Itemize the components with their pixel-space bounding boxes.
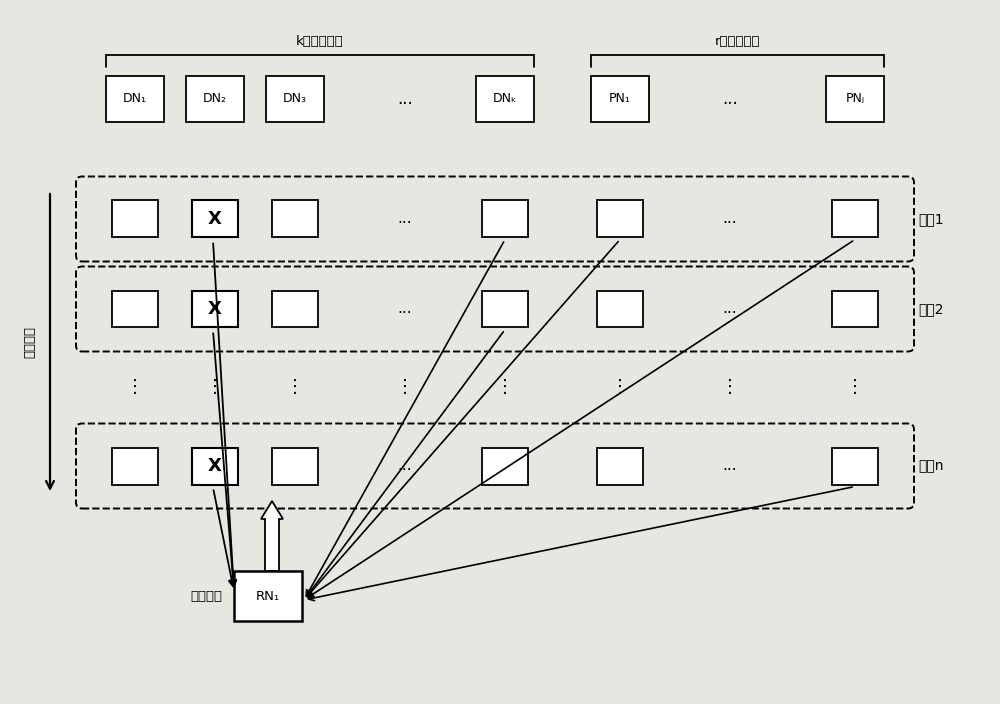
Text: PN₁: PN₁	[609, 92, 631, 106]
Text: r个冒余节点: r个冒余节点	[715, 35, 760, 48]
Text: ...: ...	[398, 458, 412, 474]
Bar	[192, 291, 238, 327]
Text: 条兴2: 条兴2	[918, 302, 944, 316]
Text: DN₁: DN₁	[123, 92, 147, 106]
Bar	[597, 291, 643, 327]
Text: PNⱼ: PNⱼ	[845, 92, 865, 106]
Bar	[272, 201, 318, 237]
Bar	[832, 201, 878, 237]
Text: ...: ...	[397, 90, 413, 108]
Text: ⋮: ⋮	[496, 379, 514, 396]
Text: ⋮: ⋮	[286, 379, 304, 396]
Bar	[266, 76, 324, 122]
Bar	[482, 448, 528, 484]
Text: ⋮: ⋮	[126, 379, 144, 396]
Text: ⋮: ⋮	[206, 379, 224, 396]
Bar	[272, 291, 318, 327]
Text: k个数据节点: k个数据节点	[296, 35, 344, 48]
Text: ⋮: ⋮	[396, 379, 414, 396]
Bar	[192, 201, 238, 237]
Text: 条兴1: 条兴1	[918, 212, 944, 226]
Text: X: X	[208, 210, 222, 228]
Bar	[597, 448, 643, 484]
Bar	[112, 201, 158, 237]
Text: DN₃: DN₃	[283, 92, 307, 106]
Bar	[482, 201, 528, 237]
Bar	[832, 291, 878, 327]
Bar	[272, 448, 318, 484]
Text: ...: ...	[398, 301, 412, 317]
Text: ...: ...	[398, 211, 412, 227]
Text: RN₁: RN₁	[256, 589, 280, 603]
Bar	[482, 291, 528, 327]
Text: ⋮: ⋮	[846, 379, 864, 396]
Bar	[112, 448, 158, 484]
Text: 替换节点: 替换节点	[190, 589, 222, 603]
Text: 条带n: 条带n	[918, 459, 944, 473]
Bar	[234, 571, 302, 621]
Bar	[832, 448, 878, 484]
Text: 磁盘空间: 磁盘空间	[24, 327, 36, 358]
Bar	[106, 76, 164, 122]
FancyArrow shape	[261, 501, 283, 571]
Bar	[186, 76, 244, 122]
Text: ⋮: ⋮	[611, 379, 629, 396]
Text: DN₂: DN₂	[203, 92, 227, 106]
Text: ...: ...	[722, 90, 738, 108]
Bar	[591, 76, 649, 122]
Text: X: X	[208, 457, 222, 475]
Text: ...: ...	[723, 301, 737, 317]
Text: X: X	[208, 300, 222, 318]
Text: ⋮: ⋮	[721, 379, 739, 396]
Text: DNₖ: DNₖ	[493, 92, 517, 106]
Bar	[826, 76, 884, 122]
Bar	[476, 76, 534, 122]
Text: ...: ...	[723, 211, 737, 227]
Bar	[192, 448, 238, 484]
Bar	[597, 201, 643, 237]
Bar	[112, 291, 158, 327]
Text: ...: ...	[723, 458, 737, 474]
